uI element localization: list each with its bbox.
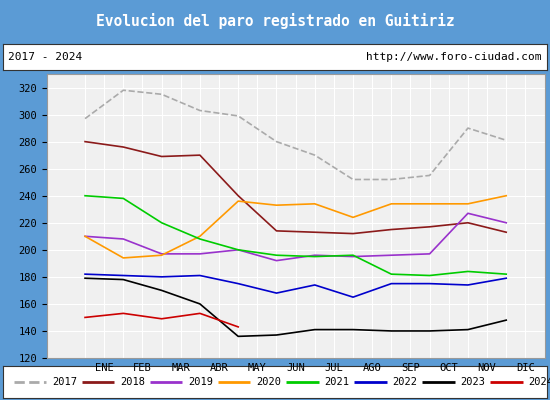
Text: Evolucion del paro registrado en Guitiriz: Evolucion del paro registrado en Guitiri…	[96, 13, 454, 29]
Text: 2023: 2023	[460, 377, 485, 387]
Text: 2018: 2018	[120, 377, 145, 387]
Text: http://www.foro-ciudad.com: http://www.foro-ciudad.com	[366, 52, 542, 62]
Text: 2020: 2020	[256, 377, 281, 387]
Text: 2024: 2024	[528, 377, 550, 387]
Text: 2017: 2017	[52, 377, 77, 387]
Text: 2022: 2022	[392, 377, 417, 387]
Text: 2019: 2019	[188, 377, 213, 387]
Text: 2021: 2021	[324, 377, 349, 387]
Text: 2017 - 2024: 2017 - 2024	[8, 52, 82, 62]
